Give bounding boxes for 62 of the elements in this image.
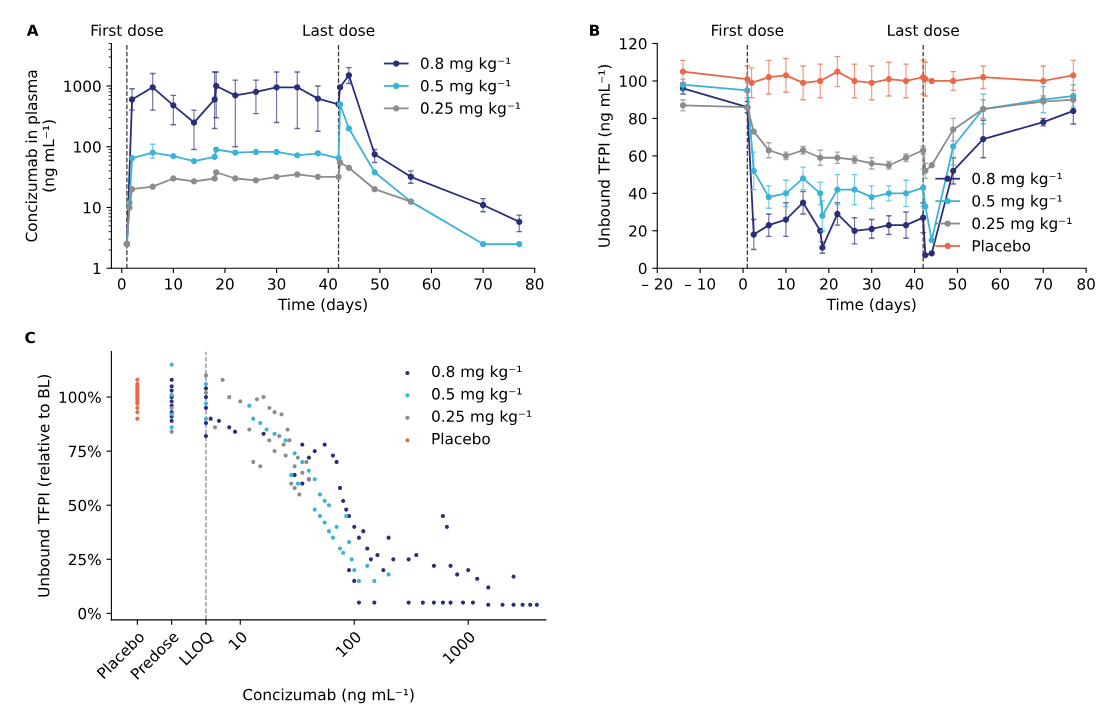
y-tick-label: 120 [620, 37, 647, 50]
y-tick-label: 100% [59, 391, 101, 404]
y-tick-label: 0% [78, 607, 101, 620]
y-tick-label: 20 [629, 225, 647, 237]
x-tick-label: 50 [948, 278, 967, 290]
x-tick-label: 70 [1034, 278, 1052, 290]
legend-label: 0.25 mg kg⁻¹ [972, 217, 1072, 233]
y-axis-title: Unbound TFPI (ng mL⁻¹) [598, 65, 613, 247]
chart-title: A [26, 24, 39, 36]
chart-title: C [25, 331, 35, 344]
legend-label: 0.8 mg kg⁻¹ [972, 172, 1062, 188]
x-tick-label: 100 [335, 630, 362, 658]
ref-line-label: First dose [712, 24, 784, 37]
y-tick-label: 100 [74, 141, 101, 153]
x-tick-label: 40 [319, 278, 337, 290]
x-axis-title: Concizumab (ng mL⁻¹) [243, 688, 414, 704]
y-axis-title: Unbound TFPI (relative to BL) [37, 375, 52, 597]
x-tick-label: 80 [1077, 278, 1095, 290]
y-tick-label: 1000 [64, 80, 101, 92]
legend-label: 0.8 mg kg⁻¹ [432, 365, 522, 381]
ref-line-label: Last dose [888, 24, 959, 37]
x-axis-title: Time (days) [277, 298, 367, 314]
y-tick-label: 25% [68, 553, 101, 566]
x-tick-label: – 10 [684, 278, 716, 290]
y-tick-label: 80 [629, 112, 647, 125]
legend-label: Placebo [972, 239, 1031, 252]
x-tick-label: 70 [474, 278, 492, 290]
y-tick-label: 75% [68, 445, 101, 458]
x-tick-label: 20 [820, 278, 838, 290]
x-axis-title: Time (days) [826, 298, 916, 314]
ref-line-label: First dose [91, 24, 163, 37]
x-tick-label: 0 [117, 278, 126, 290]
legend-label: 0.5 mg kg⁻¹ [420, 79, 511, 95]
x-tick-label: – 20 [642, 278, 673, 290]
x-tick-label: 30 [268, 278, 286, 290]
x-tick-label: 10 [777, 278, 795, 290]
y-axis-title: Concizumab in plasma (ng mL⁻¹) [25, 70, 58, 242]
legend-label: 0.5 mg kg⁻¹ [972, 194, 1062, 210]
ref-line-label: Last dose [303, 24, 375, 37]
legend-label: 0.25 mg kg⁻¹ [432, 410, 532, 426]
x-tick-label: 10 [165, 278, 183, 290]
chart-title: B [590, 24, 600, 36]
legend-label: 0.8 mg kg⁻¹ [420, 57, 511, 73]
legend-label: Placebo [432, 432, 490, 445]
y-tick-label: 60 [629, 150, 647, 162]
y-tick-label: 1 [93, 262, 101, 275]
x-tick-label: 40 [905, 278, 924, 290]
x-tick-label: 60 [422, 278, 441, 290]
x-tick-label: 0 [739, 278, 747, 290]
y-tick-label: 100 [620, 75, 647, 87]
y-tick-label: 0 [638, 262, 647, 275]
x-tick-label: 60 [991, 278, 1010, 290]
x-tick-label: 20 [216, 278, 234, 290]
y-tick-label: 40 [628, 187, 647, 200]
x-tick-label: 10 [227, 630, 248, 651]
y-tick-label: 10 [83, 201, 101, 214]
x-tick-label: 50 [371, 278, 389, 290]
x-tick-label: 30 [863, 278, 881, 290]
legend-label: 0.5 mg kg⁻¹ [432, 387, 522, 403]
legend-label: 0.25 mg kg⁻¹ [420, 102, 521, 117]
x-tick-label: 80 [526, 278, 544, 290]
y-tick-label: 50% [68, 499, 101, 512]
